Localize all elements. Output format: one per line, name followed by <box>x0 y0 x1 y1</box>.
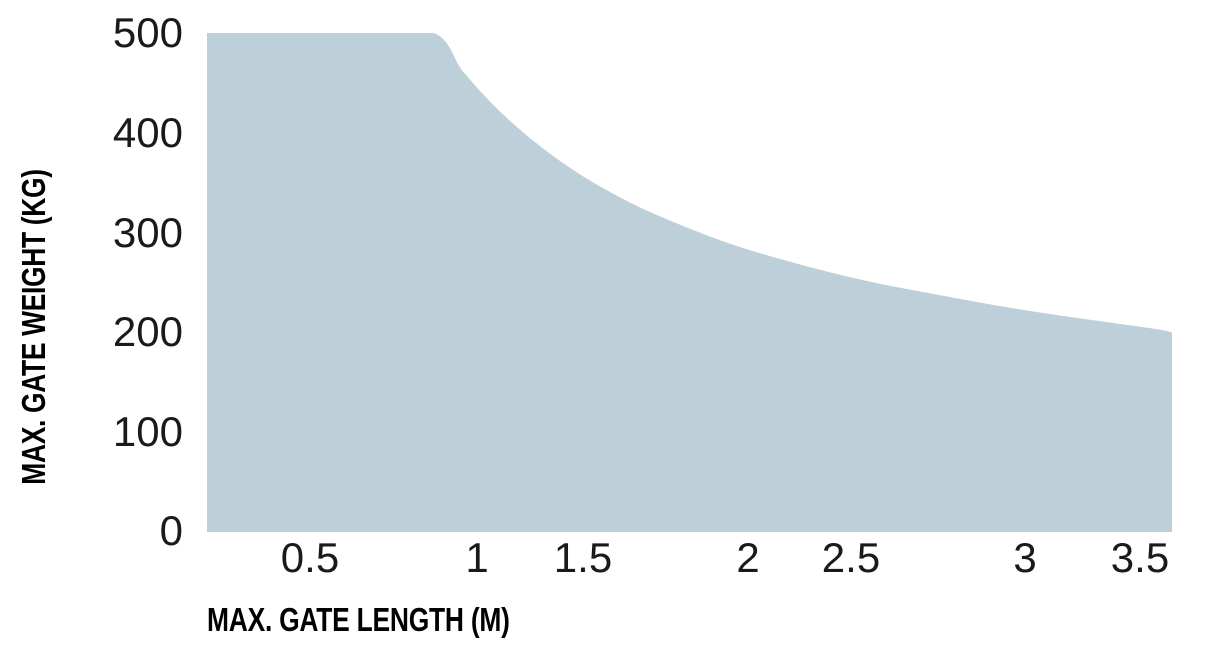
x-tick-label-2-5: 2.5 <box>821 534 881 581</box>
x-tick-label-1: 1 <box>465 534 489 581</box>
y-axis-title: MAX. GATE WEIGHT (KG) <box>15 169 52 485</box>
x-tick-label-0-5: 0.5 <box>280 534 340 581</box>
x-tick-label-3-5: 3.5 <box>1110 534 1170 581</box>
x-tick-label-3: 3 <box>1013 534 1037 581</box>
y-tick-label-300: 300 <box>112 209 183 256</box>
y-tick-label-400: 400 <box>112 109 183 156</box>
y-tick-label-200: 200 <box>112 308 183 355</box>
x-axis-title: MAX. GATE LENGTH (M) <box>207 601 510 638</box>
area-chart-svg <box>207 33 1172 532</box>
x-tick-label-2: 2 <box>736 534 760 581</box>
plot-area <box>207 33 1172 532</box>
y-tick-label-500: 500 <box>112 9 183 56</box>
gate-weight-envelope-area <box>207 33 1172 532</box>
y-tick-label-0: 0 <box>159 507 183 554</box>
x-tick-label-1-5: 1.5 <box>553 534 613 581</box>
y-tick-label-100: 100 <box>112 408 183 455</box>
